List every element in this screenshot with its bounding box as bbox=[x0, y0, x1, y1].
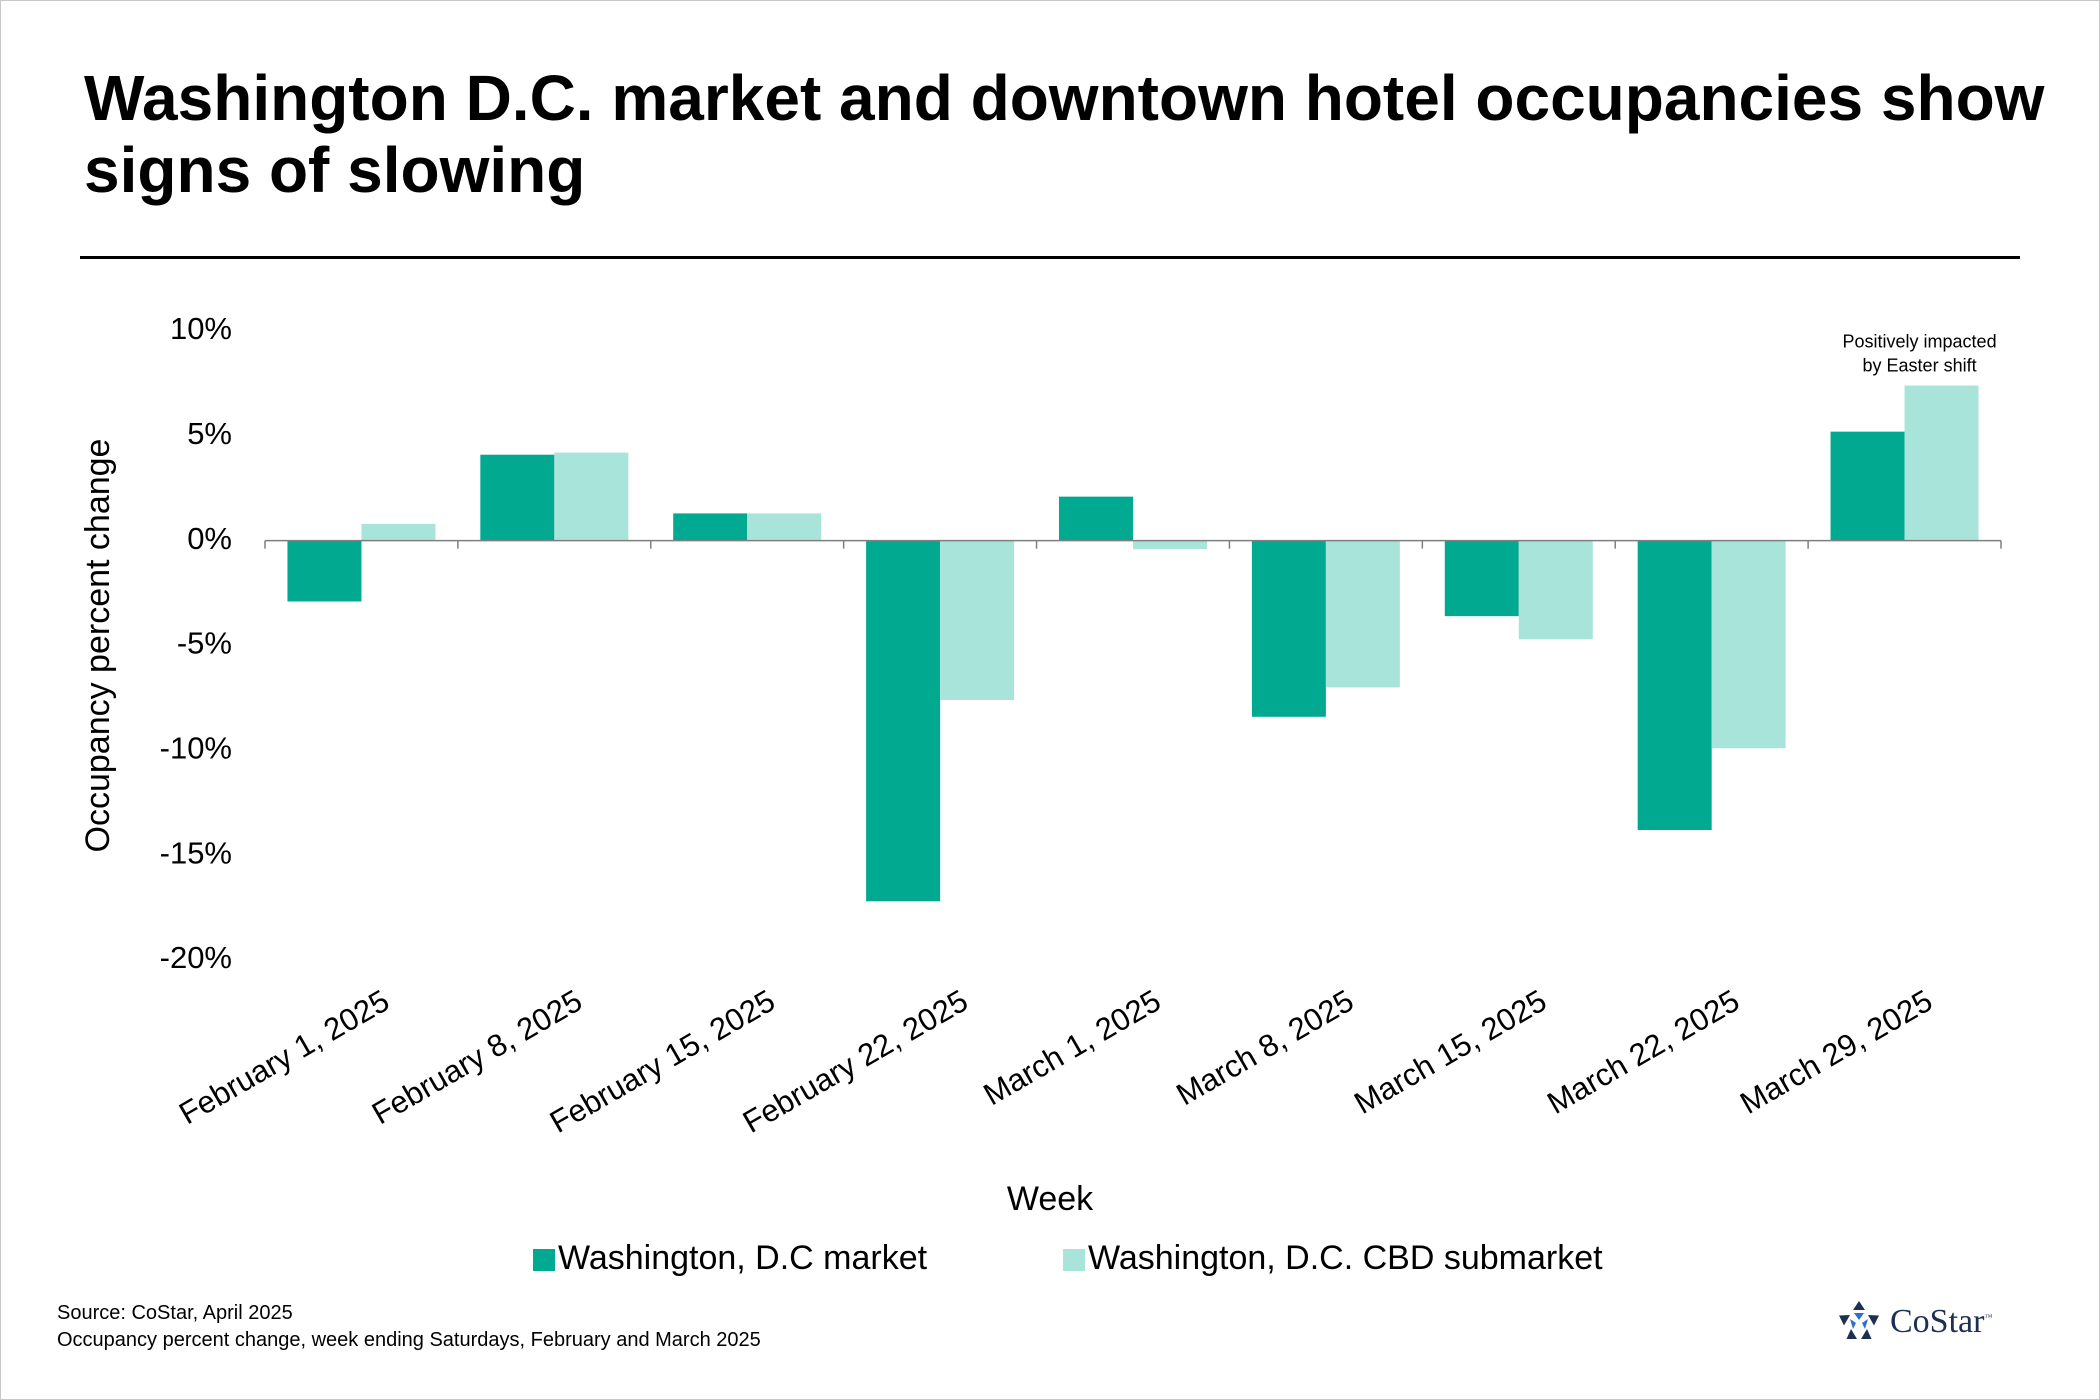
source-note: Source: CoStar, April 2025 bbox=[57, 1302, 293, 1324]
bar-cbd bbox=[361, 523, 436, 541]
y-tick-label: -20% bbox=[160, 940, 232, 975]
legend-swatch-cbd bbox=[1063, 1249, 1085, 1271]
bar-market bbox=[1637, 540, 1712, 831]
x-tick-label: March 8, 2025 bbox=[1170, 983, 1359, 1112]
x-tick-label: February 1, 2025 bbox=[173, 983, 395, 1131]
bar-cbd bbox=[747, 513, 822, 541]
bar-market bbox=[480, 454, 555, 541]
bar-cbd bbox=[554, 452, 629, 541]
bar-market bbox=[1444, 540, 1519, 617]
bar-market bbox=[1059, 496, 1133, 541]
legend-label-cbd: Washington, D.C. CBD submarket bbox=[1088, 1239, 1603, 1277]
title-divider bbox=[80, 256, 2020, 259]
bar-cbd bbox=[940, 540, 1015, 701]
bar-market bbox=[866, 540, 941, 902]
page-title: Washington D.C. market and downtown hote… bbox=[84, 62, 2045, 206]
x-tick-label: March 29, 2025 bbox=[1734, 983, 1938, 1121]
annotation-text: by Easter shift bbox=[1863, 356, 1977, 376]
costar-star-icon bbox=[1839, 1301, 1879, 1339]
legend-swatch-market bbox=[533, 1249, 555, 1271]
y-axis-label: Occupancy percent change bbox=[79, 439, 117, 853]
bar-market bbox=[1251, 540, 1326, 717]
y-tick-label: 5% bbox=[187, 416, 232, 451]
description-note: Occupancy percent change, week ending Sa… bbox=[57, 1329, 761, 1351]
x-tick-label: March 15, 2025 bbox=[1348, 983, 1552, 1121]
bar-market bbox=[673, 513, 748, 541]
x-tick-label: March 1, 2025 bbox=[977, 983, 1166, 1112]
y-tick-label: -15% bbox=[160, 835, 232, 870]
x-tick-label: March 22, 2025 bbox=[1541, 983, 1745, 1121]
bar-cbd bbox=[1904, 385, 1979, 541]
bar-cbd bbox=[1133, 540, 1207, 550]
y-tick-label: -10% bbox=[160, 731, 232, 766]
y-tick-label: 0% bbox=[187, 521, 232, 556]
y-tick-label: 10% bbox=[170, 311, 232, 346]
costar-logo-text: CoStar™ bbox=[1890, 1303, 1993, 1340]
costar-logo: CoStar™ bbox=[1836, 1298, 1992, 1346]
annotation-text: Positively impacted bbox=[1843, 332, 1997, 352]
x-axis-label: Week bbox=[1007, 1180, 1094, 1218]
bar-market bbox=[1830, 431, 1905, 541]
footer: Source: CoStar, April 2025 Occupancy per… bbox=[57, 1300, 761, 1354]
legend-label-market: Washington, D.C market bbox=[558, 1239, 928, 1277]
bar-cbd bbox=[1518, 540, 1593, 640]
bar-cbd bbox=[1325, 540, 1400, 688]
y-tick-label: -5% bbox=[177, 626, 232, 661]
bar-cbd bbox=[1711, 540, 1786, 749]
bar-market bbox=[287, 540, 362, 602]
